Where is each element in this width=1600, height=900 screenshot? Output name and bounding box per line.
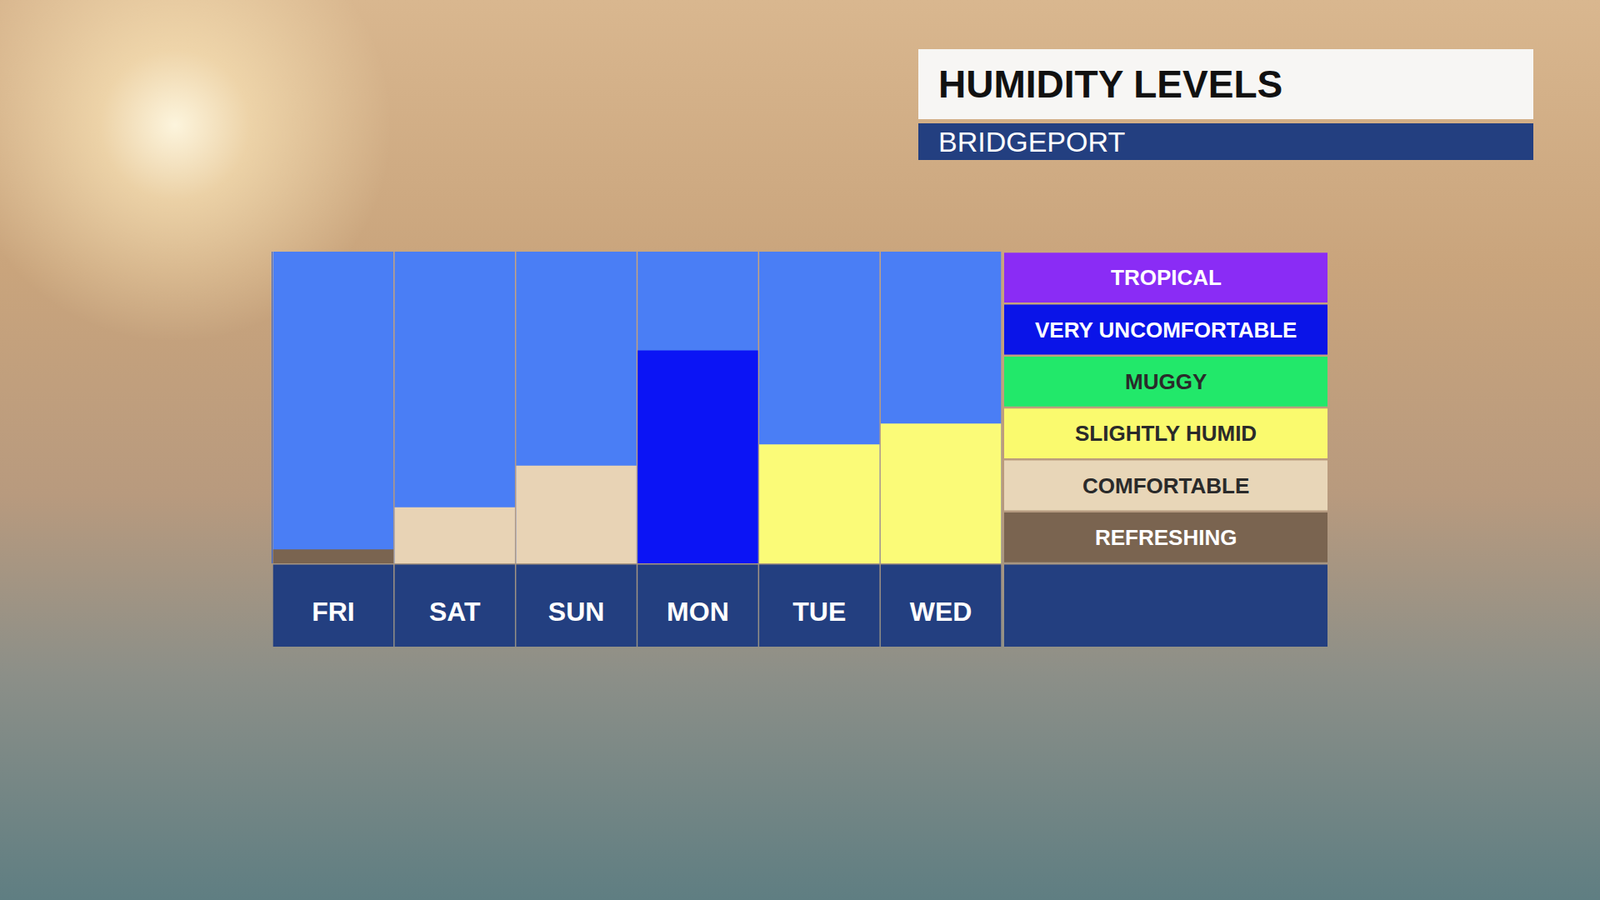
svg-text:TROPICAL: TROPICAL: [1110, 265, 1222, 290]
svg-text:FRI: FRI: [311, 596, 355, 627]
svg-text:TUE: TUE: [792, 596, 846, 627]
html-text:BRIDGEPORT: BRIDGEPORT: [938, 125, 1126, 158]
svg-text:MON: MON: [666, 596, 730, 627]
svg-text:MUGGY: MUGGY: [1125, 369, 1207, 395]
svg-text:SLIGHTLY HUMID: SLIGHTLY HUMID: [1075, 420, 1257, 446]
svg-text:SAT: SAT: [429, 596, 481, 627]
svg-text:REFRESHING: REFRESHING: [1095, 525, 1237, 550]
html-text:HUMIDITY LEVELS: HUMIDITY LEVELS: [938, 62, 1283, 106]
svg-text:VERY UNCOMFORTABLE: VERY UNCOMFORTABLE: [1035, 317, 1297, 343]
svg-text:COMFORTABLE: COMFORTABLE: [1082, 473, 1250, 499]
svg-text:SUN: SUN: [548, 596, 605, 627]
svg-text:WED: WED: [910, 596, 973, 627]
